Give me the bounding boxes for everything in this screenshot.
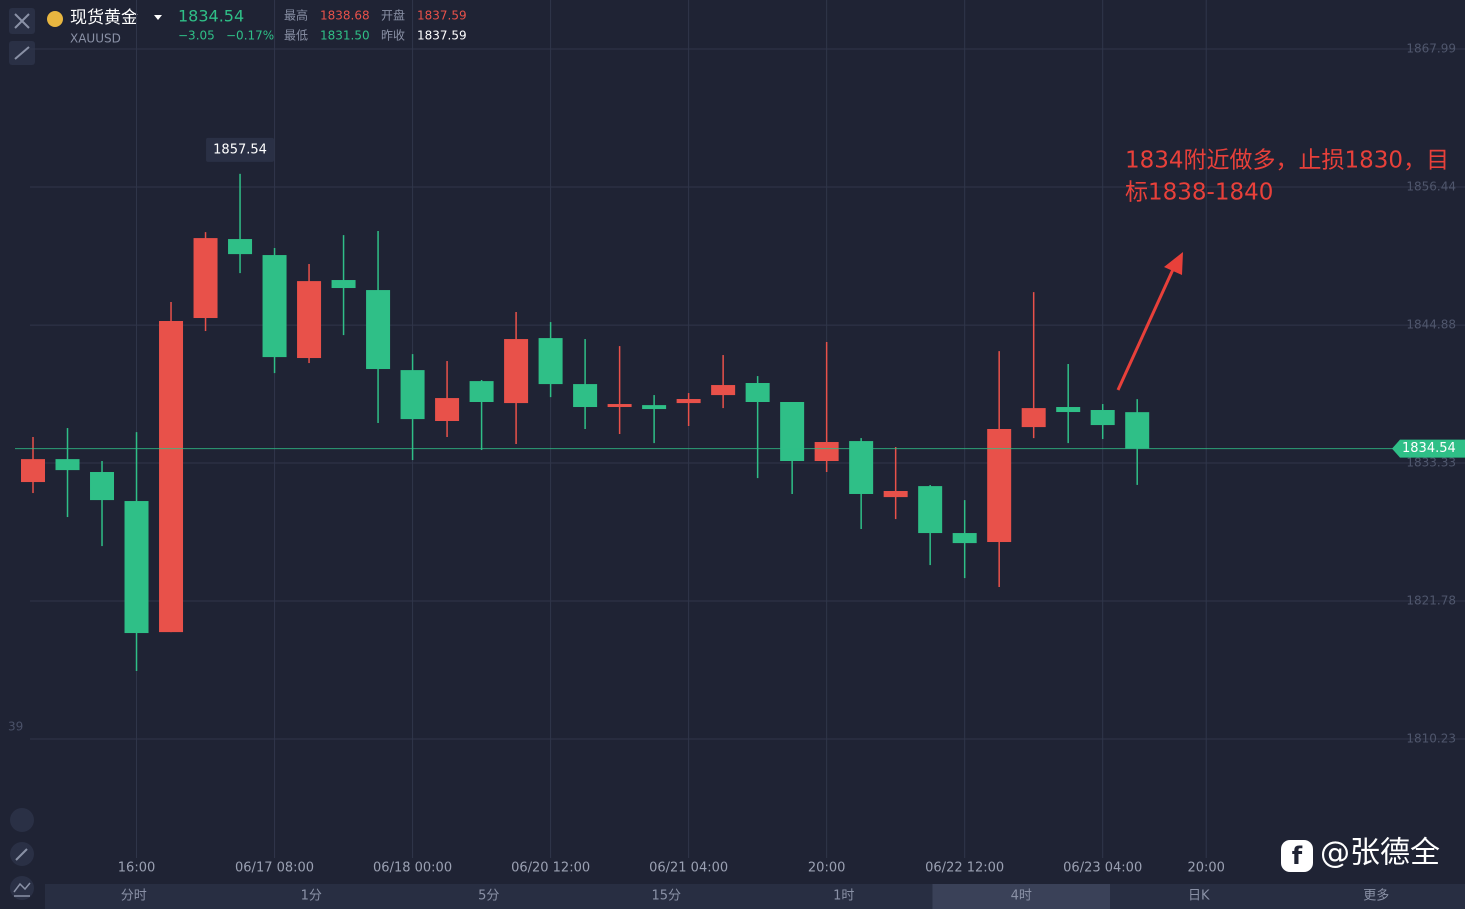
- dropdown-arrow[interactable]: [154, 15, 162, 20]
- annotation: 标1838-1840: [1125, 180, 1273, 206]
- price: 1834.54: [178, 7, 244, 26]
- timeframe-button[interactable]: 5分: [478, 889, 499, 904]
- candle-body: [366, 290, 391, 370]
- high-value: 1838.68: [320, 9, 370, 23]
- candle-body: [469, 381, 494, 403]
- candle-body: [400, 370, 425, 420]
- candle-body: [538, 338, 563, 385]
- timeframe-selected: [932, 884, 1110, 909]
- watermark-logo: [1281, 840, 1313, 872]
- candle-body: [745, 383, 770, 403]
- annotation-arrow: [1116, 264, 1177, 391]
- candle-body: [676, 399, 701, 404]
- candle-body: [193, 238, 218, 319]
- candle-body: [918, 486, 943, 534]
- y-tick-label: 1821.78: [1406, 594, 1456, 608]
- open-value: 1837.59: [417, 9, 467, 23]
- x-tick-label: 06/20 12:00: [511, 861, 590, 876]
- candle-body: [952, 533, 977, 544]
- high-tooltip-label: 1857.54: [213, 142, 267, 157]
- change-pct: −0.17%: [226, 29, 274, 43]
- candle-body: [1090, 410, 1115, 426]
- candle-body: [159, 321, 184, 633]
- x-tick-label: 20:00: [808, 861, 845, 876]
- candle-body: [711, 385, 736, 396]
- watermark-logo-letter: f: [1292, 842, 1303, 870]
- annotation: 1834附近做多，止损1830，目: [1125, 148, 1449, 174]
- watermark: f @张德全: [1281, 836, 1440, 872]
- pencil-icon: [15, 848, 28, 861]
- y-tick-label: 1867.99: [1406, 41, 1456, 55]
- x-tick-label: 06/21 04:00: [649, 861, 728, 876]
- candle-body: [1056, 407, 1081, 413]
- indicator-button[interactable]: [10, 808, 34, 832]
- candle-body: [573, 384, 598, 408]
- low-value: 1831.50: [320, 29, 370, 43]
- y-tick-label: 1833.33: [1406, 456, 1456, 470]
- open-label: 开盘: [381, 8, 405, 23]
- gold-icon: [47, 11, 63, 27]
- last-price-tag: [1392, 439, 1465, 458]
- plot: 1867.99 1856.44 1844.88 1833.33 1821.78 1810.…: [15, 0, 1465, 876]
- candle-body: [780, 402, 805, 462]
- timeframe-button[interactable]: 1时: [833, 889, 854, 904]
- candle-body: [262, 255, 287, 358]
- change: −3.05: [178, 29, 215, 43]
- analysis-icon: [13, 882, 31, 897]
- watermark-text: @张德全: [1320, 836, 1440, 871]
- prev-close-label: 昨收: [381, 29, 405, 43]
- axis-fragment: 39: [8, 720, 23, 734]
- y-tick-label: 1856.44: [1406, 179, 1456, 193]
- timeframe-bar: [45, 884, 1465, 909]
- close-icon: [14, 13, 30, 29]
- timeframe-button[interactable]: 15分: [651, 889, 681, 904]
- low-label: 最低: [284, 29, 308, 43]
- candle-body: [90, 472, 115, 501]
- y-tick-label: 1844.88: [1406, 318, 1456, 332]
- timeframe-button[interactable]: 1分: [301, 889, 322, 904]
- timeframe-button[interactable]: 更多: [1363, 888, 1389, 904]
- x-tick-label: 06/22 12:00: [925, 861, 1004, 876]
- annotation-arrowhead: [1164, 252, 1183, 275]
- toolbar: [9, 8, 35, 900]
- analysis-button[interactable]: [10, 876, 34, 900]
- timeframe-button[interactable]: 分时: [121, 889, 147, 904]
- candle-body: [883, 491, 908, 498]
- candle-body: [331, 280, 356, 289]
- candle-body: [987, 429, 1012, 543]
- instrument-name[interactable]: 现货黄金: [70, 8, 138, 28]
- x-tick-label: 06/18 00:00: [373, 861, 452, 876]
- high-tooltip: [206, 137, 275, 162]
- prev-close-value: 1837.59: [417, 29, 467, 43]
- timeframe-button[interactable]: 日K: [1188, 889, 1210, 904]
- candle-body: [1021, 408, 1046, 428]
- collapse-icon: [14, 46, 30, 60]
- symbol: XAUUSD: [70, 32, 121, 46]
- last-price-label: 1834.54: [1402, 441, 1456, 456]
- candle-body: [504, 339, 529, 404]
- candle-body: [814, 442, 839, 462]
- candle-body: [297, 281, 322, 359]
- high-label: 最高: [284, 8, 308, 23]
- y-tick-label: 1810.23: [1406, 732, 1456, 746]
- x-tick-label: 06/17 08:00: [235, 861, 314, 876]
- candle-body: [124, 501, 149, 634]
- candle-body: [228, 239, 253, 255]
- candle-body: [435, 398, 460, 421]
- candle-body: [642, 405, 667, 410]
- candle-body: [55, 459, 80, 471]
- x-tick-label: 20:00: [1187, 861, 1224, 876]
- x-tick-label: 06/23 04:00: [1063, 861, 1142, 876]
- candle-body: [21, 459, 46, 483]
- candle-body: [1125, 412, 1150, 449]
- x-tick-label: 16:00: [118, 861, 155, 876]
- timeframe-button[interactable]: 4时: [1011, 889, 1032, 904]
- candle-body: [607, 404, 632, 408]
- candle-body: [849, 441, 874, 494]
